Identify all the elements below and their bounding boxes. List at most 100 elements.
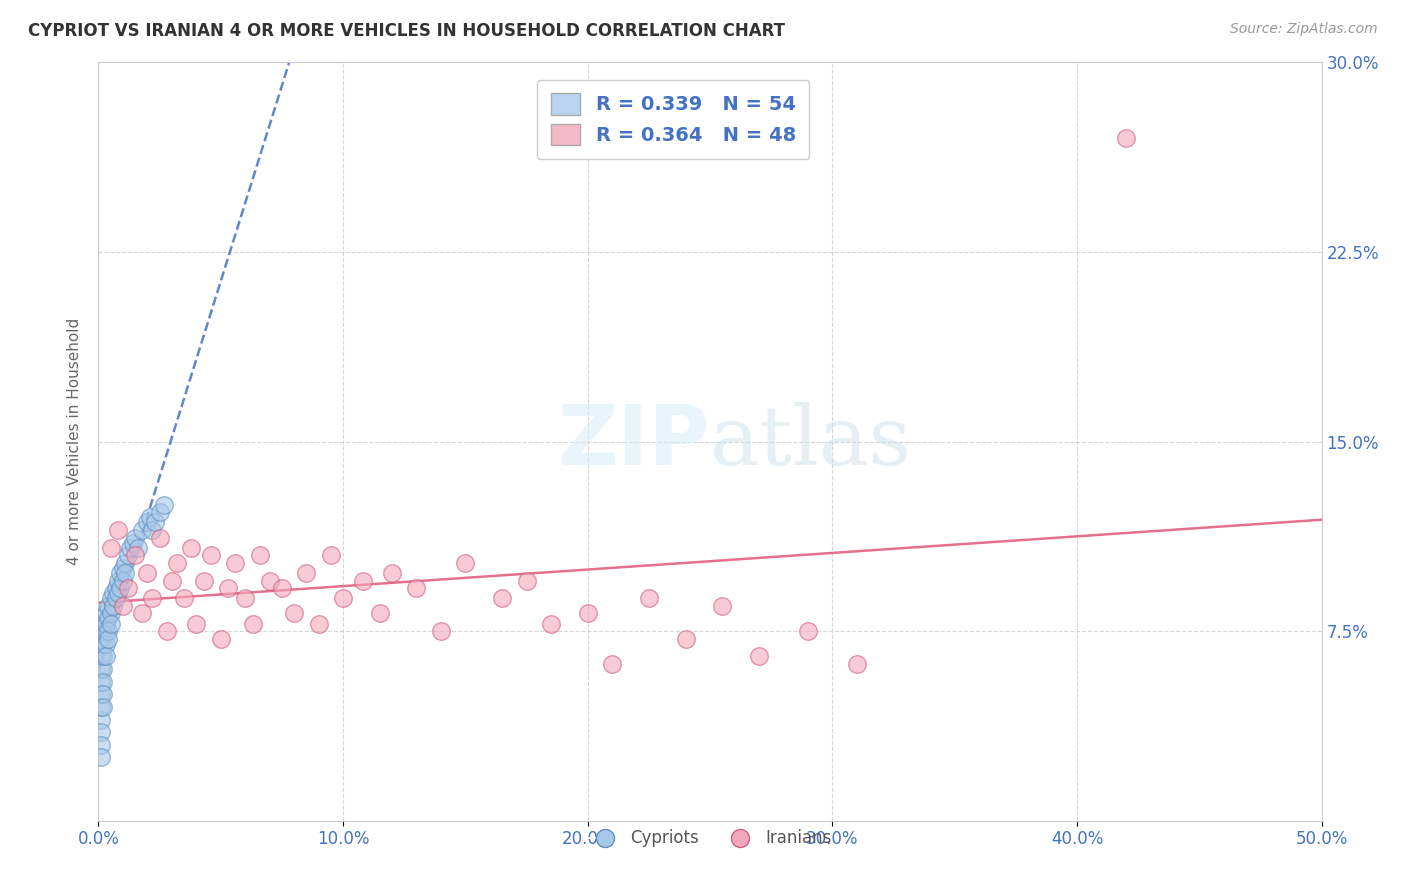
Point — [149, 531, 172, 545]
Point — [233, 591, 256, 606]
Point — [332, 591, 354, 606]
Point — [104, 581, 127, 595]
Point — [91, 662, 114, 676]
Point — [352, 574, 374, 588]
Point — [91, 674, 114, 689]
Point — [491, 591, 513, 606]
Point — [90, 637, 112, 651]
Point — [166, 556, 188, 570]
Text: ZIP: ZIP — [558, 401, 710, 482]
Point — [797, 624, 820, 639]
Point — [430, 624, 453, 639]
Point — [90, 725, 112, 739]
Point — [136, 516, 159, 530]
Point — [97, 599, 120, 613]
Point — [200, 548, 222, 563]
Point — [217, 581, 239, 595]
Point — [91, 611, 114, 625]
Point — [90, 649, 112, 664]
Point — [97, 611, 120, 625]
Point — [90, 687, 112, 701]
Point — [540, 616, 562, 631]
Point — [117, 548, 139, 563]
Point — [94, 616, 117, 631]
Point — [308, 616, 330, 631]
Point — [270, 581, 294, 595]
Point — [368, 607, 391, 621]
Text: atlas: atlas — [710, 401, 912, 482]
Point — [180, 541, 202, 555]
Point — [91, 687, 114, 701]
Point — [748, 649, 770, 664]
Point — [186, 616, 208, 631]
Point — [111, 574, 134, 588]
Point — [114, 566, 136, 580]
Point — [107, 574, 129, 588]
Point — [259, 574, 281, 588]
Point — [319, 548, 342, 563]
Point — [90, 662, 112, 676]
Point — [515, 574, 537, 588]
Point — [107, 586, 129, 600]
Point — [675, 632, 697, 646]
Point — [124, 548, 146, 563]
Point — [283, 607, 305, 621]
Point — [114, 556, 136, 570]
Point — [110, 581, 132, 595]
Point — [136, 566, 159, 580]
Point — [91, 649, 114, 664]
Text: CYPRIOT VS IRANIAN 4 OR MORE VEHICLES IN HOUSEHOLD CORRELATION CHART: CYPRIOT VS IRANIAN 4 OR MORE VEHICLES IN… — [28, 22, 785, 40]
Legend: Cypriots, Iranians: Cypriots, Iranians — [582, 822, 838, 854]
Point — [1115, 131, 1137, 145]
Point — [91, 699, 114, 714]
Point — [160, 574, 183, 588]
Point — [381, 566, 404, 580]
Point — [845, 657, 868, 671]
Point — [600, 657, 623, 671]
Point — [94, 607, 117, 621]
Point — [249, 548, 271, 563]
Point — [405, 581, 427, 595]
Point — [111, 561, 134, 575]
Point — [711, 599, 734, 613]
Point — [141, 591, 163, 606]
Point — [90, 738, 112, 752]
Point — [97, 624, 120, 639]
Point — [139, 510, 162, 524]
Point — [100, 616, 122, 631]
Point — [104, 591, 127, 606]
Point — [94, 637, 117, 651]
Point — [120, 541, 142, 555]
Point — [91, 624, 114, 639]
Point — [101, 586, 124, 600]
Point — [143, 516, 166, 530]
Point — [637, 591, 661, 606]
Point — [121, 535, 143, 549]
Point — [173, 591, 195, 606]
Point — [97, 632, 120, 646]
Point — [94, 624, 117, 639]
Point — [149, 505, 172, 519]
Point — [141, 523, 163, 537]
Point — [100, 541, 122, 555]
Point — [454, 556, 477, 570]
Point — [100, 591, 122, 606]
Point — [224, 556, 246, 570]
Y-axis label: 4 or more Vehicles in Household: 4 or more Vehicles in Household — [67, 318, 83, 566]
Point — [107, 523, 129, 537]
Point — [193, 574, 215, 588]
Point — [90, 699, 112, 714]
Point — [295, 566, 318, 580]
Point — [90, 713, 112, 727]
Point — [131, 607, 153, 621]
Point — [100, 607, 122, 621]
Point — [101, 599, 124, 613]
Point — [124, 531, 146, 545]
Point — [127, 541, 149, 555]
Point — [209, 632, 232, 646]
Text: Source: ZipAtlas.com: Source: ZipAtlas.com — [1230, 22, 1378, 37]
Point — [90, 674, 112, 689]
Point — [576, 607, 599, 621]
Point — [111, 599, 134, 613]
Point — [156, 624, 179, 639]
